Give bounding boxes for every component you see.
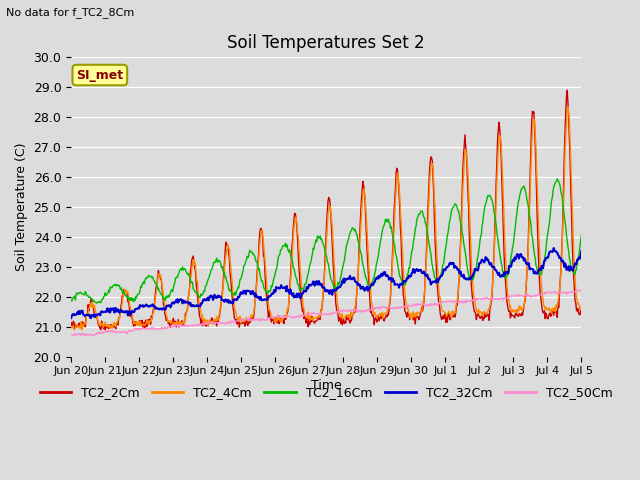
TC2_50Cm [404,304,412,310]
TC2_32Cm [388,276,396,281]
Y-axis label: Soil Temperature (C): Soil Temperature (C) [15,143,28,271]
TC2_2Cm [388,251,396,256]
TC2_50Cm [182,322,189,327]
Legend: TC2_2Cm, TC2_4Cm, TC2_16Cm, TC2_32Cm, TC2_50Cm: TC2_2Cm, TC2_4Cm, TC2_16Cm, TC2_32Cm, TC… [35,382,618,405]
TC2_16Cm [404,271,412,277]
TC2_32Cm [87,315,95,321]
TC2_32Cm [77,311,84,317]
TC2_32Cm [404,275,412,281]
TC2_2Cm [67,320,75,325]
TC2_50Cm [67,332,75,337]
TC2_16Cm [130,299,138,305]
TC2_16Cm [388,232,396,238]
TC2_2Cm [404,310,412,315]
TC2_16Cm [209,265,216,271]
TC2_4Cm [67,324,75,330]
TC2_50Cm [77,332,84,338]
Line: TC2_4Cm: TC2_4Cm [71,107,581,330]
TC2_16Cm [577,232,585,238]
TC2_4Cm [182,316,189,322]
Line: TC2_50Cm: TC2_50Cm [71,290,581,336]
Line: TC2_16Cm: TC2_16Cm [71,179,581,303]
TC2_50Cm [209,319,216,324]
TC2_16Cm [182,267,189,273]
TC2_2Cm [130,323,138,329]
TC2_4Cm [404,305,412,311]
TC2_2Cm [563,87,571,93]
TC2_2Cm [209,317,216,323]
TC2_16Cm [93,300,100,306]
TC2_16Cm [77,289,84,295]
X-axis label: Time: Time [311,379,342,392]
TC2_4Cm [77,325,84,331]
Text: SI_met: SI_met [76,69,124,82]
TC2_50Cm [388,305,396,311]
TC2_16Cm [554,176,561,182]
TC2_32Cm [130,309,138,315]
Line: TC2_2Cm: TC2_2Cm [71,90,581,330]
TC2_50Cm [577,287,585,293]
TC2_4Cm [388,258,396,264]
TC2_2Cm [182,311,189,316]
TC2_32Cm [209,294,216,300]
TC2_4Cm [564,104,572,110]
TC2_2Cm [101,327,109,333]
TC2_32Cm [550,245,557,251]
TC2_32Cm [577,248,585,254]
TC2_32Cm [67,315,75,321]
TC2_4Cm [78,327,86,333]
TC2_32Cm [182,299,189,304]
TC2_4Cm [209,319,216,325]
TC2_50Cm [88,333,95,339]
Title: Soil Temperatures Set 2: Soil Temperatures Set 2 [227,34,425,52]
Text: No data for f_TC2_8Cm: No data for f_TC2_8Cm [6,7,134,18]
TC2_4Cm [130,321,138,326]
TC2_2Cm [577,312,585,317]
Line: TC2_32Cm: TC2_32Cm [71,248,581,318]
TC2_2Cm [77,323,84,329]
TC2_50Cm [130,328,138,334]
TC2_4Cm [577,304,585,310]
TC2_16Cm [67,298,75,303]
